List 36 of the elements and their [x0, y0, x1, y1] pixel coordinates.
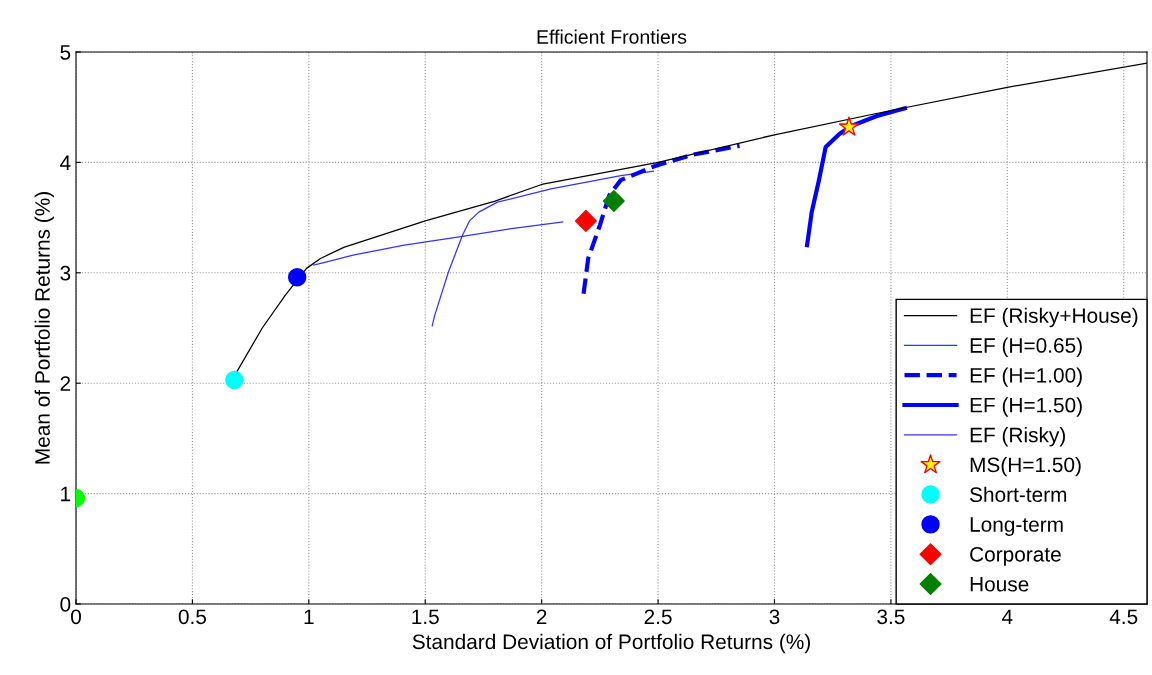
y-tick-label: 1 — [61, 486, 71, 502]
x-tick-label: 2.5 — [644, 609, 672, 625]
legend-label: Long-term — [970, 517, 1063, 536]
legend-label: House — [970, 577, 1029, 592]
x-tick-label: 3.5 — [877, 609, 905, 625]
legend-label: Corporate — [970, 546, 1061, 566]
y-tick-label: 4 — [60, 155, 71, 170]
legend-label: EF (H=0.65) — [970, 337, 1082, 357]
chart-title: Efficient Frontiers — [537, 29, 687, 44]
y-tick-label: 5 — [60, 45, 71, 60]
point — [838, 116, 860, 136]
x-tick-label: 4 — [1001, 609, 1013, 624]
point — [225, 370, 244, 390]
legend-label: EF (Risky+House) — [970, 307, 1138, 328]
legend-label: EF (H=1.00) — [970, 367, 1082, 387]
x-tick-label: 3 — [769, 609, 780, 625]
x-tick-label: 1 — [304, 609, 314, 624]
y-tick-label: 0 — [60, 597, 71, 612]
legend-label: EF (Risky) — [970, 427, 1065, 447]
legend-label: MS(H=1.50) — [970, 456, 1081, 477]
x-tick-label: 0 — [71, 609, 81, 625]
legend-label: Short-term — [970, 486, 1067, 503]
x-axis-title: Standard Deviation of Portfolio Returns (%) — [412, 633, 810, 654]
line-series — [581, 143, 742, 296]
x-tick-label: 1.5 — [412, 609, 439, 625]
x-tick-label: 0.5 — [178, 609, 207, 625]
point — [574, 209, 597, 232]
x-tick-label: 2 — [536, 609, 547, 624]
x-tick-label: 4.5 — [1109, 609, 1138, 625]
y-tick-label: 2 — [60, 376, 71, 391]
legend-label: EF (H=1.50) — [970, 397, 1082, 417]
line-series — [804, 106, 907, 248]
point — [602, 190, 625, 213]
y-tick-label: 3 — [60, 265, 71, 281]
point — [287, 268, 307, 287]
y-axis-title: Mean of Portfolio Returns (%) — [34, 192, 54, 464]
